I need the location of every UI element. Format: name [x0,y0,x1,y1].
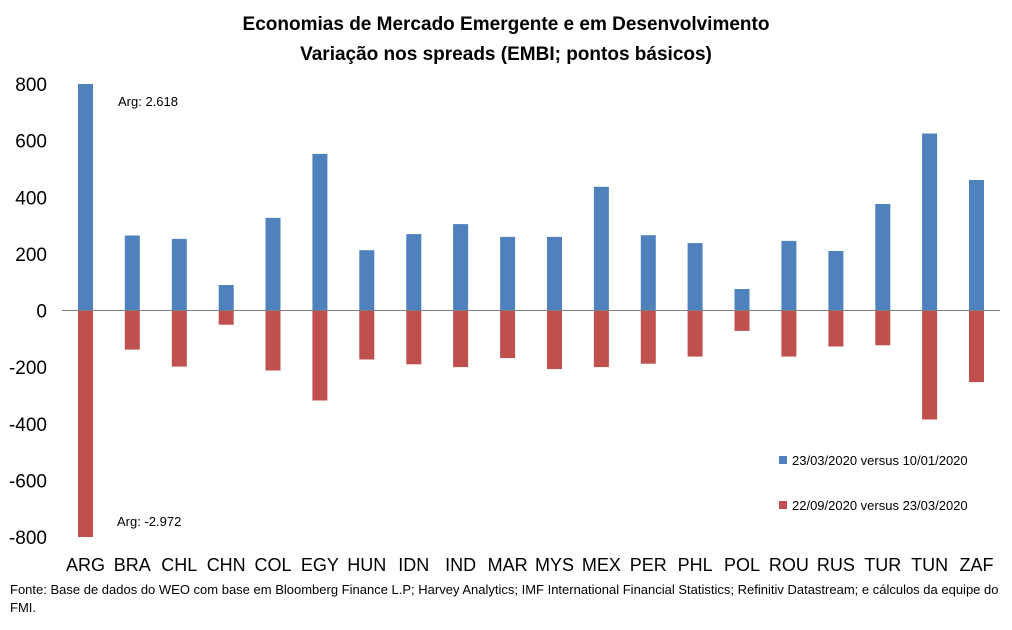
bar-phl-series-1 [687,243,703,311]
bar-rus-series-2 [828,310,844,347]
bar-zaf-series-2 [969,310,984,383]
bar-hun-series-2 [359,310,375,360]
x-tick-label: PHL [678,555,713,575]
x-tick-label: MAR [488,555,528,575]
y-tick-label: -600 [9,471,47,492]
y-tick-label: 400 [15,188,47,209]
bar-chn-series-2 [218,310,234,325]
bar-arg-series-1 [78,84,93,311]
x-tick-label: EGY [301,555,339,575]
legend-label-series-2: 22/09/2020 versus 23/03/2020 [792,498,968,513]
x-tick-label: ROU [769,555,809,575]
bar-egy-series-2 [312,310,328,401]
bar-ind-series-2 [453,310,469,368]
legend-label-series-1: 23/03/2020 versus 10/01/2020 [792,453,968,468]
bar-mar-series-2 [500,310,516,359]
x-tick-label: MYS [535,555,574,575]
x-tick-label: CHL [161,555,197,575]
y-tick-label: 800 [15,75,47,96]
x-tick-label: HUN [347,555,386,575]
bar-rou-series-1 [781,240,797,311]
spreads-bar-chart: 800 600 400 200 0 -200 -400 -600 -800 ARG BRA CHL CH… [9,75,1000,575]
bar-col-series-1 [265,217,281,311]
x-tick-label: IDN [398,555,429,575]
bar-egy-series-1 [312,153,328,311]
bar-pol-series-2 [734,310,750,331]
x-tick-label: ARG [66,555,105,575]
bar-mys-series-1 [547,236,562,311]
y-tick-label: 600 [15,132,47,153]
x-tick-label: MEX [582,555,621,575]
bar-chl-series-1 [171,238,187,311]
x-tick-label: CHN [207,555,246,575]
bar-per-series-1 [640,235,656,311]
chart-subtitle: Variação nos spreads (EMBI; pontos básic… [300,44,712,65]
bar-phl-series-2 [687,310,703,357]
bar-bra-series-2 [124,310,140,350]
x-tick-label: BRA [114,555,151,575]
bar-arg-series-2 [78,310,93,537]
bar-tur-series-1 [875,204,891,311]
bar-mex-series-2 [593,310,609,368]
y-tick-label: 200 [15,245,47,266]
bar-zaf-series-1 [969,180,984,311]
x-tick-label: TUN [911,555,948,575]
chart-title: Economias de Mercado Emergente e em Dese… [242,14,770,35]
bar-bra-series-1 [124,235,140,311]
bar-rus-series-1 [828,251,844,311]
y-tick-label: -800 [9,528,47,549]
bar-tur-series-2 [875,310,891,346]
bar-idn-series-2 [406,310,422,365]
bar-chl-series-2 [171,310,187,367]
x-tick-label: COL [254,555,291,575]
bar-idn-series-1 [406,234,422,311]
x-tick-label: PER [630,555,667,575]
bar-ind-series-1 [453,224,469,311]
bar-tun-series-1 [922,133,938,311]
bar-col-series-2 [265,310,281,371]
bar-pol-series-1 [734,289,750,311]
bar-mys-series-2 [547,310,562,370]
bar-chn-series-1 [218,285,234,311]
source-note: Fonte: Base de dados do WEO com base em … [10,582,999,615]
x-tick-label: TUR [864,555,901,575]
bar-mex-series-1 [593,186,609,311]
x-tick-label: POL [724,555,760,575]
bar-mar-series-1 [500,236,516,311]
x-tick-label: RUS [817,555,855,575]
legend-swatch-series-1 [779,456,787,464]
bar-hun-series-1 [359,250,375,311]
legend-swatch-series-2 [779,501,787,509]
x-tick-label: IND [445,555,476,575]
bar-tun-series-2 [922,310,938,420]
y-tick-label: -200 [9,358,47,379]
annotation-arg-positive: Arg: 2.618 [118,94,178,109]
y-tick-label: -400 [9,415,47,436]
annotation-arg-negative: Arg: -2.972 [117,514,181,529]
y-tick-label: 0 [36,302,47,323]
bar-rou-series-2 [781,310,797,357]
bar-per-series-2 [640,310,656,364]
x-tick-label: ZAF [960,555,994,575]
